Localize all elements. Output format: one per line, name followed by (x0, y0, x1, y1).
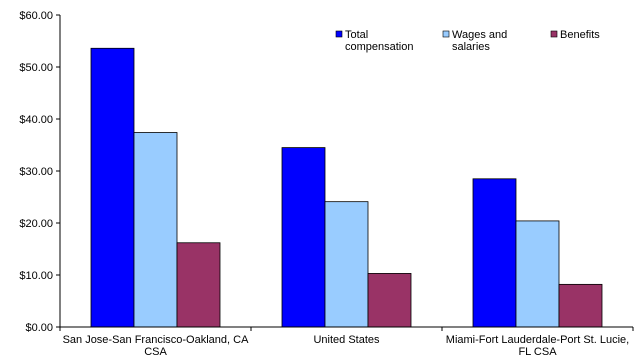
bar (367, 273, 412, 328)
y-axis: $0.00 $10.00 $20.00 $30.00 $40.00 $50.00 $60.0… (19, 10, 61, 334)
legend-label-line: Wages and (452, 29, 507, 41)
y-tick-label: $30.00 (19, 166, 53, 178)
bar (324, 201, 369, 328)
x-category-label-line: United States (313, 334, 380, 346)
y-tick-label: $10.00 (19, 270, 53, 282)
bar (472, 178, 517, 328)
y-tick-label: $0.00 (25, 322, 53, 334)
bar (558, 283, 603, 328)
bar (515, 220, 560, 328)
legend: Total compensation Wages and salaries Benefi… (335, 29, 600, 53)
y-tick-label: $50.00 (19, 62, 53, 74)
legend-swatch (335, 30, 343, 38)
bar (176, 242, 221, 328)
x-category-label-line: Miami-Fort Lauderdale-Port St. Lucie, (446, 334, 629, 346)
y-tick-label: $20.00 (19, 218, 53, 230)
x-category-label-line: CSA (144, 346, 167, 358)
y-tick-label: $60.00 (19, 10, 53, 22)
legend-label-line: Benefits (560, 29, 600, 41)
x-category-label-line: FL CSA (518, 346, 557, 358)
x-axis: San Jose-San Francisco-Oakland, CA CSA Uni… (59, 326, 634, 358)
bar (133, 132, 178, 328)
legend-label: Total compensation (345, 29, 414, 53)
legend-swatch (442, 30, 450, 38)
x-category-label: San Jose-San Francisco-Oakland, CA CSA (63, 334, 250, 358)
legend-swatch (550, 30, 558, 38)
legend-label-line: compensation (345, 41, 414, 53)
legend-label-line: salaries (452, 41, 490, 53)
x-category-label: Miami-Fort Lauderdale-Port St. Lucie, FL … (446, 334, 629, 358)
legend-label: Wages and salaries (452, 29, 507, 53)
legend-label-line: Total (345, 29, 368, 41)
bars (90, 47, 603, 328)
x-category-label: United States (313, 334, 380, 346)
bar (90, 47, 135, 328)
x-category-label-line: San Jose-San Francisco-Oakland, CA (63, 334, 250, 346)
bar (281, 147, 326, 328)
legend-label: Benefits (560, 29, 600, 41)
y-tick-label: $40.00 (19, 114, 53, 126)
